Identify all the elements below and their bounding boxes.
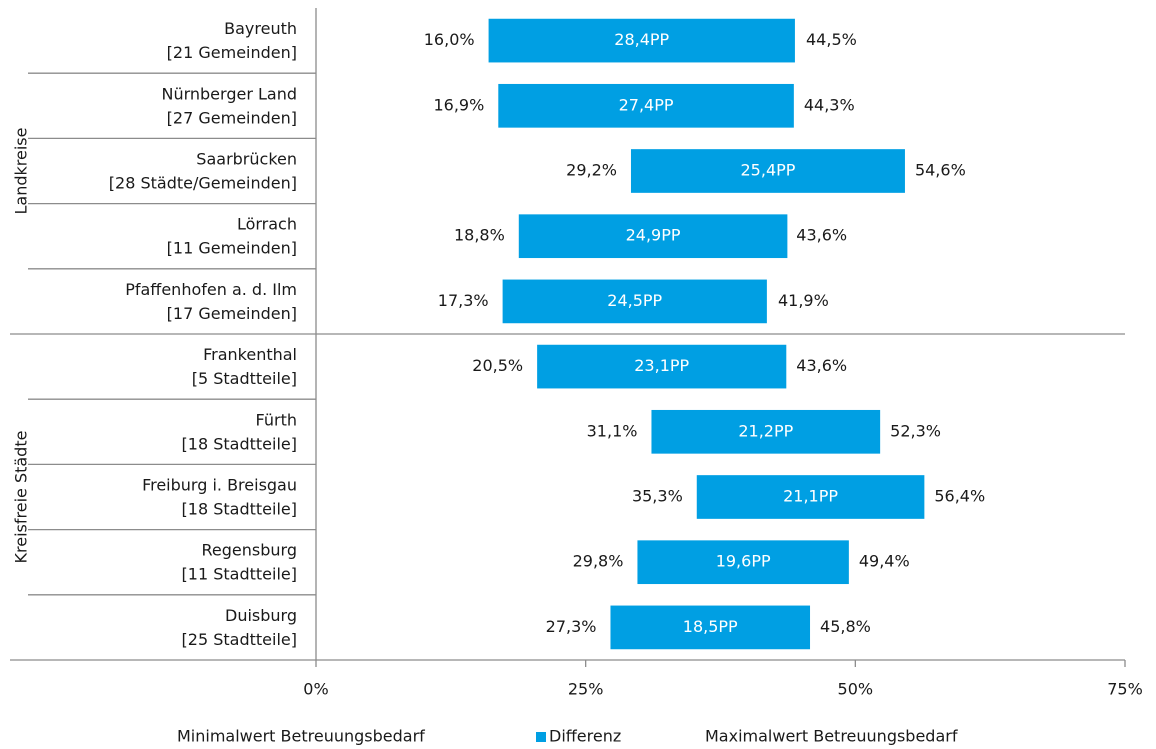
min-label: 16,0% [424,30,475,49]
difference-label: 21,2PP [738,421,793,440]
category-label: Lörrach [237,215,297,234]
min-label: 35,3% [632,487,683,506]
category-label: Frankenthal [203,345,297,364]
category-label: Pfaffenhofen a. d. Ilm [125,280,297,299]
category-label: [11 Gemeinden] [167,239,297,258]
bar [537,344,787,389]
difference-label: 28,4PP [614,30,669,49]
bar [498,83,794,128]
max-label: 44,5% [806,30,857,49]
min-label: 29,8% [573,552,624,571]
category-label: [21 Gemeinden] [167,43,297,62]
bar [651,409,881,454]
max-label: 44,3% [804,95,855,114]
bar [610,605,811,650]
x-tick-label: 0% [303,680,328,699]
category-label: [18 Stadtteile] [182,500,297,519]
max-label: 43,6% [796,356,847,375]
bar [696,475,925,519]
legend-label: Differenz [549,727,621,746]
category-label: [18 Stadtteile] [182,434,297,453]
group-label: Landkreise [12,128,31,215]
category-label: [11 Stadtteile] [182,565,297,584]
bar [518,214,788,259]
group-label: Kreisfreie Städte [12,431,31,564]
bar [630,149,905,193]
category-label: Nürnberger Land [161,84,297,103]
max-label: 54,6% [915,161,966,180]
difference-label: 24,5PP [607,291,662,310]
difference-label: 21,1PP [783,487,838,506]
max-label: 52,3% [890,421,941,440]
difference-label: 25,4PP [741,161,796,180]
x-tick-label: 75% [1107,680,1143,699]
min-label: 20,5% [472,356,523,375]
max-label: 45,8% [820,617,871,636]
legend-label: Maximalwert Betreuungsbedarf [705,727,958,746]
bar [488,18,795,63]
min-label: 31,1% [587,421,638,440]
category-label: Saarbrücken [196,150,297,169]
max-label: 49,4% [859,552,910,571]
bar [502,279,767,324]
legend-swatch [536,732,546,742]
max-label: 41,9% [778,291,829,310]
difference-label: 19,6PP [716,552,771,571]
x-tick-label: 50% [838,680,874,699]
category-label: Duisburg [225,606,297,625]
difference-label: 23,1PP [634,356,689,375]
legend-label: Minimalwert Betreuungsbedarf [177,727,425,746]
category-label: [27 Gemeinden] [167,108,297,127]
difference-label: 18,5PP [683,617,738,636]
x-tick-label: 25% [568,680,604,699]
bar [637,540,849,585]
difference-label: 24,9PP [626,226,681,245]
category-label: Freiburg i. Breisgau [142,476,297,495]
category-label: Regensburg [202,541,297,560]
max-label: 43,6% [796,226,847,245]
category-label: [25 Stadtteile] [182,630,297,649]
min-label: 16,9% [433,95,484,114]
difference-label: 27,4PP [619,95,674,114]
category-label: [5 Stadtteile] [192,369,297,388]
max-label: 56,4% [934,487,985,506]
min-label: 29,2% [566,161,617,180]
category-label: [28 Städte/Gemeinden] [109,174,297,193]
category-label: Fürth [256,410,297,429]
category-label: Bayreuth [224,19,297,38]
min-label: 17,3% [438,291,489,310]
category-label: [17 Gemeinden] [167,304,297,323]
min-label: 27,3% [546,617,597,636]
min-label: 18,8% [454,226,505,245]
